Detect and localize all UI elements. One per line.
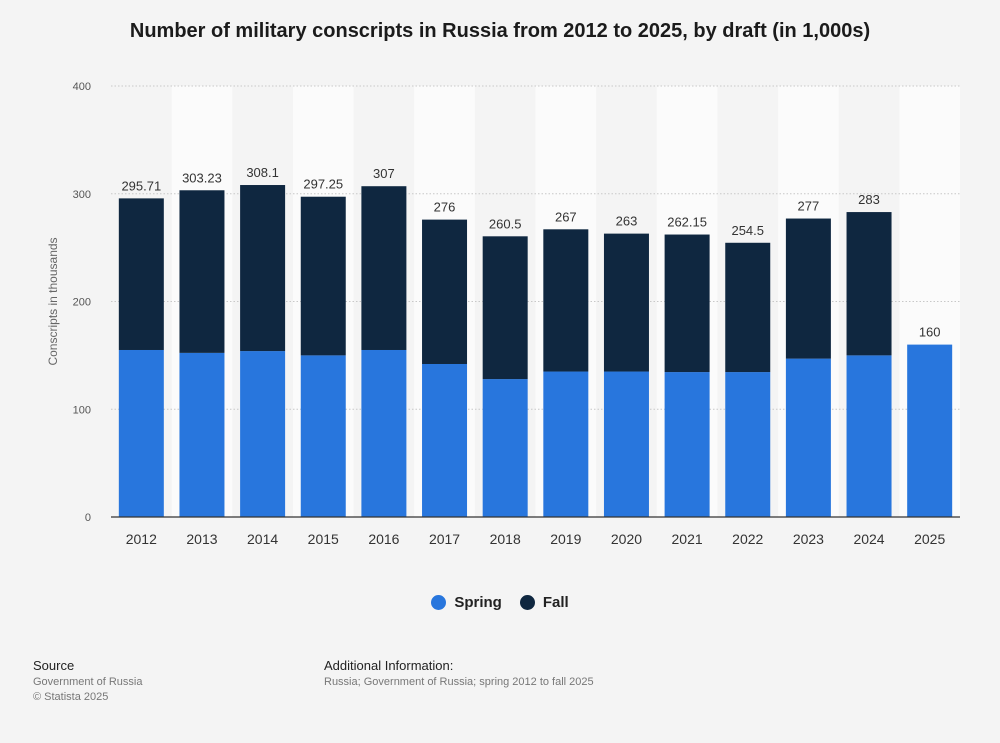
legend-item-spring[interactable]: Spring [431,594,502,611]
x-tick-label: 2023 [793,531,824,547]
bar-spring [907,344,953,517]
bar-spring [361,349,407,517]
bar-spring [846,355,892,517]
bar-spring [603,371,649,517]
additional-info-heading: Additional Information: [324,658,454,673]
bar-fall [118,198,164,350]
x-tick-label: 2012 [126,531,157,547]
data-label: 303.23 [182,170,222,185]
data-label: 307 [373,166,395,181]
bar-fall [603,233,649,372]
bar-spring [543,371,589,517]
data-label: 277 [798,199,820,214]
data-label: 295.71 [121,178,161,193]
data-label: 262.15 [667,215,707,230]
bar-spring [179,352,225,517]
source-line-1: Government of Russia [33,676,143,688]
x-tick-label: 2021 [672,531,703,547]
data-label: 267 [555,209,577,224]
source-block: Source Government of Russia © Statista 2… [33,658,142,705]
x-tick-label: 2016 [368,531,399,547]
legend-swatch-fall [519,595,535,610]
x-tick-label: 2025 [914,531,945,547]
bar-fall [664,234,710,373]
chart-canvas: 0 100 200 300 400 Conscripts in thousands 295.… [46,81,960,547]
y-tick-label: 200 [73,297,91,309]
source-line-2: © Statista 2025 [33,691,109,703]
bar-fall [482,236,528,380]
x-tick-label: 2019 [550,531,581,547]
data-label: 283 [858,192,880,207]
x-tick-label: 2020 [611,531,642,547]
legend-swatch-spring [431,595,447,610]
x-tick-label: 2017 [429,531,460,547]
data-label: 160 [919,325,941,340]
bar-spring [300,355,346,517]
bar-spring [240,351,286,517]
legend-label-fall: Fall [542,594,569,611]
y-tick-label: 0 [85,512,91,524]
bar-fall [543,229,589,372]
data-label: 308.1 [246,165,279,180]
legend-label-spring: Spring [454,594,502,611]
bar-fall [725,242,771,373]
bar-fall [422,219,468,364]
data-label: 297.25 [303,177,343,192]
data-label: 263 [616,214,638,229]
x-tick-label: 2013 [186,531,217,547]
bar-fall [300,196,346,356]
bar-fall [846,212,892,356]
y-tick-label: 400 [73,81,91,93]
bar-fall [240,185,286,352]
additional-info-block: Additional Information: Russia; Governme… [324,658,594,690]
bar-fall [361,186,407,350]
y-axis-title: Conscripts in thousands [46,237,60,365]
bar-spring [118,349,164,517]
x-tick-label: 2014 [247,531,278,547]
x-tick-label: 2024 [853,531,884,547]
chart-legend: Spring Fall [0,594,1000,611]
x-tick-label: 2018 [490,531,521,547]
data-label: 260.5 [489,216,522,231]
data-label: 276 [434,200,456,215]
bar-spring [725,372,771,517]
additional-info-text: Russia; Government of Russia; spring 201… [324,676,594,688]
bar-spring [785,358,831,517]
x-tick-label: 2022 [732,531,763,547]
bar-spring [482,379,528,517]
source-heading: Source [33,658,75,673]
bar-spring [664,372,710,517]
x-tick-label: 2015 [308,531,339,547]
chart-title: Number of military conscripts in Russia … [129,20,871,42]
y-tick-label: 300 [73,189,91,201]
bar-spring [422,363,468,517]
bar-fall [179,190,225,353]
legend-item-fall[interactable]: Fall [519,594,569,611]
y-tick-label: 100 [73,404,91,416]
data-label: 254.5 [731,223,764,238]
bar-fall [785,218,831,359]
